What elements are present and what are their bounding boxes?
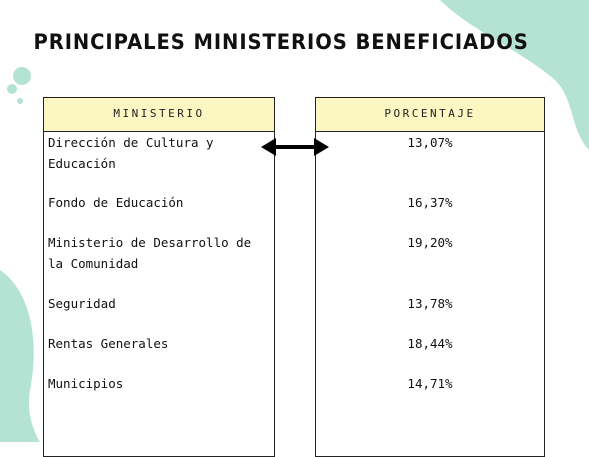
arrow-head bbox=[314, 138, 329, 156]
percent-cell: 18,44% bbox=[407, 336, 453, 351]
decor-dot bbox=[13, 67, 31, 85]
arrow-layer bbox=[261, 138, 329, 156]
decor-dot bbox=[17, 98, 23, 104]
ministry-cell: Ministerio de Desarrollo de la Comunidad bbox=[48, 235, 252, 271]
title: PRINCIPALES MINISTERIOS BENEFICIADOS bbox=[33, 30, 529, 54]
percent-cell: 16,37% bbox=[407, 195, 453, 210]
column-header: PORCENTAJE bbox=[316, 98, 544, 132]
arrow-head bbox=[261, 138, 276, 156]
decor-blob bbox=[440, 0, 589, 150]
ministry-cell: Fondo de Educación bbox=[48, 195, 184, 210]
percent-column: PORCENTAJE 13,07% 16,37% 19,20% 13,78% 18,44… bbox=[315, 97, 545, 457]
percent-cell: 19,20% bbox=[407, 235, 453, 250]
decor-blob bbox=[0, 270, 40, 442]
ministry-cell: Municipios bbox=[48, 376, 124, 391]
column-header: MINISTERIO bbox=[44, 98, 274, 132]
ministry-cell: Dirección de Cultura y Educación bbox=[48, 135, 214, 171]
percent-cell: 14,71% bbox=[407, 376, 453, 391]
background bbox=[0, 0, 589, 442]
percent-cell: 13,07% bbox=[407, 135, 453, 150]
ministry-column: MINISTERIO Dirección de Cultura y Educac… bbox=[43, 97, 275, 457]
decor-dot bbox=[7, 84, 17, 94]
percent-cell: 13,78% bbox=[407, 296, 453, 311]
ministry-cell: Seguridad bbox=[48, 296, 116, 311]
ministry-cell: Rentas Generales bbox=[48, 336, 169, 351]
